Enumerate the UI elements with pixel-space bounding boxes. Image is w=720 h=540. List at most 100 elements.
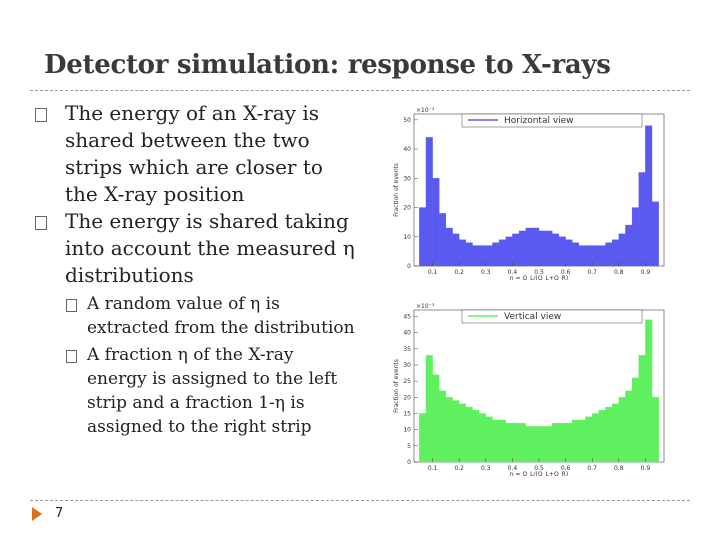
bar (498, 419, 506, 463)
bar (625, 224, 633, 267)
legend-label: Horizontal view (504, 116, 574, 126)
bullet: The energy of an X-ray is shared between… (32, 100, 357, 208)
legend-box (461, 113, 643, 128)
bar (518, 230, 526, 267)
x-tick-label: 0.1 (428, 465, 438, 472)
bar (479, 245, 486, 267)
bar (525, 426, 533, 463)
bar (565, 239, 573, 267)
bar (558, 236, 566, 267)
sub-bullet: A fraction η of the X-ray energy is assi… (32, 343, 357, 439)
y-tick-label: 20 (403, 205, 411, 212)
y-tick-label: 0 (407, 459, 411, 466)
bar (432, 374, 440, 463)
bar (472, 245, 480, 267)
bar (459, 239, 467, 267)
bar (611, 403, 619, 463)
slide-number: 7 (55, 506, 64, 521)
bar (631, 207, 639, 267)
bar (618, 233, 626, 267)
bar (492, 419, 500, 463)
x-tick-label: 0.9 (641, 465, 651, 472)
bar (605, 406, 613, 463)
bar (578, 245, 586, 267)
bar (625, 390, 633, 463)
bar (545, 426, 553, 463)
bar (439, 390, 447, 463)
bar (598, 245, 606, 267)
x-tick-label: 0.3 (481, 269, 491, 276)
y-tick-label: 5 (407, 443, 411, 450)
bar (592, 413, 599, 463)
x-axis-label: η = Q_L/(Q_L+Q_R) (510, 275, 568, 280)
x-tick-label: 0.5 (534, 465, 544, 472)
bullet: The energy is shared taking into account… (32, 208, 357, 289)
x-tick-label: 0.7 (587, 465, 597, 472)
bar (532, 426, 540, 463)
slide-title: Detector simulation: response to X-rays (44, 50, 611, 80)
bar (532, 227, 540, 267)
y-tick-label: 10 (403, 427, 411, 434)
y-tick-label: 40 (403, 330, 411, 337)
x-tick-label: 0.2 (454, 269, 464, 276)
bar (638, 172, 646, 267)
bar (505, 236, 513, 267)
bar (585, 416, 593, 463)
bar (578, 419, 586, 463)
bar (419, 413, 427, 463)
y-tick-label: 50 (403, 117, 411, 124)
bar (611, 239, 619, 267)
bar (645, 319, 653, 463)
x-tick-label: 0.6 (561, 269, 571, 276)
x-tick-label: 0.5 (534, 269, 544, 276)
bar (585, 245, 593, 267)
x-tick-label: 0.7 (587, 269, 597, 276)
y-tick-label: 25 (403, 378, 411, 385)
y-exponent: ×10⁻³ (416, 303, 435, 310)
bar (505, 423, 513, 463)
x-tick-label: 0.4 (508, 269, 518, 276)
y-exponent: ×10⁻³ (416, 107, 435, 114)
x-tick-label: 0.8 (614, 269, 624, 276)
bar (565, 423, 573, 463)
bar (445, 227, 453, 267)
y-axis-label: Fraction of events (393, 359, 400, 413)
bar (425, 137, 433, 267)
bar (512, 423, 520, 463)
y-tick-label: 20 (403, 394, 411, 401)
y-tick-label: 40 (403, 146, 411, 153)
bar (432, 178, 440, 267)
bar (472, 410, 480, 463)
legend-box (461, 309, 643, 324)
footer-arrow (32, 507, 42, 521)
x-tick-label: 0.3 (481, 465, 491, 472)
bar (485, 245, 493, 267)
bar (465, 406, 473, 463)
x-axis-label: η = Q_L/(Q_L+Q_R) (510, 471, 568, 476)
bar (552, 423, 560, 463)
bar (479, 413, 486, 463)
y-tick-label: 45 (403, 313, 411, 320)
bar (645, 125, 653, 267)
bar (638, 355, 646, 463)
footer-rule (30, 500, 690, 501)
bar (545, 230, 553, 267)
bar (425, 355, 433, 463)
bar (525, 227, 533, 267)
y-tick-label: 30 (403, 362, 411, 369)
bar (552, 233, 560, 267)
y-tick-label: 10 (403, 234, 411, 241)
y-tick-label: 0 (407, 263, 411, 270)
y-tick-label: 30 (403, 175, 411, 182)
bar (592, 245, 599, 267)
bar (492, 242, 500, 267)
x-tick-label: 0.2 (454, 465, 464, 472)
x-tick-label: 0.1 (428, 269, 438, 276)
bar (452, 400, 460, 463)
bar (498, 239, 506, 267)
histogram: Vertical view 0 5 10 15 20 25 30 35 40 45 0.1 0.2 0.3… (393, 303, 665, 476)
x-tick-label: 0.6 (561, 465, 571, 472)
histogram: Horizontal view 0 10 20 30 40 50 0.1 0.2 0.3 0.4 0.… (393, 107, 665, 280)
bar (631, 377, 639, 463)
